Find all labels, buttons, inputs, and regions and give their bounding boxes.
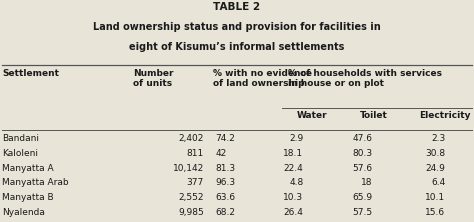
Text: Manyatta B: Manyatta B xyxy=(2,193,54,202)
Text: 74.2: 74.2 xyxy=(216,134,236,143)
Text: % of households with services
in house or on plot: % of households with services in house o… xyxy=(288,69,442,88)
Text: 6.4: 6.4 xyxy=(431,178,446,188)
Text: 9,985: 9,985 xyxy=(178,208,204,217)
Text: Nyalenda: Nyalenda xyxy=(2,208,45,217)
Text: Water: Water xyxy=(296,111,327,120)
Text: eight of Kisumu’s informal settlements: eight of Kisumu’s informal settlements xyxy=(129,42,345,52)
Text: Electricity: Electricity xyxy=(419,111,471,120)
Text: 68.2: 68.2 xyxy=(216,208,236,217)
Text: 2,552: 2,552 xyxy=(178,193,204,202)
Text: 22.4: 22.4 xyxy=(283,164,303,173)
Text: 18.1: 18.1 xyxy=(283,149,303,158)
Text: 4.8: 4.8 xyxy=(289,178,303,188)
Text: 2.3: 2.3 xyxy=(431,134,446,143)
Text: 811: 811 xyxy=(187,149,204,158)
Text: 47.6: 47.6 xyxy=(352,134,372,143)
Text: 30.8: 30.8 xyxy=(426,149,446,158)
Text: 10.1: 10.1 xyxy=(426,193,446,202)
Text: Bandani: Bandani xyxy=(2,134,39,143)
Text: 65.9: 65.9 xyxy=(352,193,372,202)
Text: 63.6: 63.6 xyxy=(216,193,236,202)
Text: 10,142: 10,142 xyxy=(173,164,204,173)
Text: 57.6: 57.6 xyxy=(352,164,372,173)
Text: 377: 377 xyxy=(187,178,204,188)
Text: 2,402: 2,402 xyxy=(178,134,204,143)
Text: % with no evidence
of land ownership: % with no evidence of land ownership xyxy=(213,69,312,88)
Text: TABLE 2: TABLE 2 xyxy=(213,2,261,12)
Text: 18: 18 xyxy=(361,178,372,188)
Text: Manyatta A: Manyatta A xyxy=(2,164,54,173)
Text: 26.4: 26.4 xyxy=(283,208,303,217)
Text: 96.3: 96.3 xyxy=(216,178,236,188)
Text: 57.5: 57.5 xyxy=(352,208,372,217)
Text: 80.3: 80.3 xyxy=(352,149,372,158)
Text: Number
of units: Number of units xyxy=(133,69,173,88)
Text: Manyatta Arab: Manyatta Arab xyxy=(2,178,69,188)
Text: Settlement: Settlement xyxy=(2,69,59,78)
Text: Toilet: Toilet xyxy=(360,111,388,120)
Text: 24.9: 24.9 xyxy=(426,164,446,173)
Text: Land ownership status and provision for facilities in: Land ownership status and provision for … xyxy=(93,22,381,32)
Text: 2.9: 2.9 xyxy=(289,134,303,143)
Text: 10.3: 10.3 xyxy=(283,193,303,202)
Text: 15.6: 15.6 xyxy=(426,208,446,217)
Text: 42: 42 xyxy=(216,149,227,158)
Text: Kaloleni: Kaloleni xyxy=(2,149,38,158)
Text: 81.3: 81.3 xyxy=(216,164,236,173)
